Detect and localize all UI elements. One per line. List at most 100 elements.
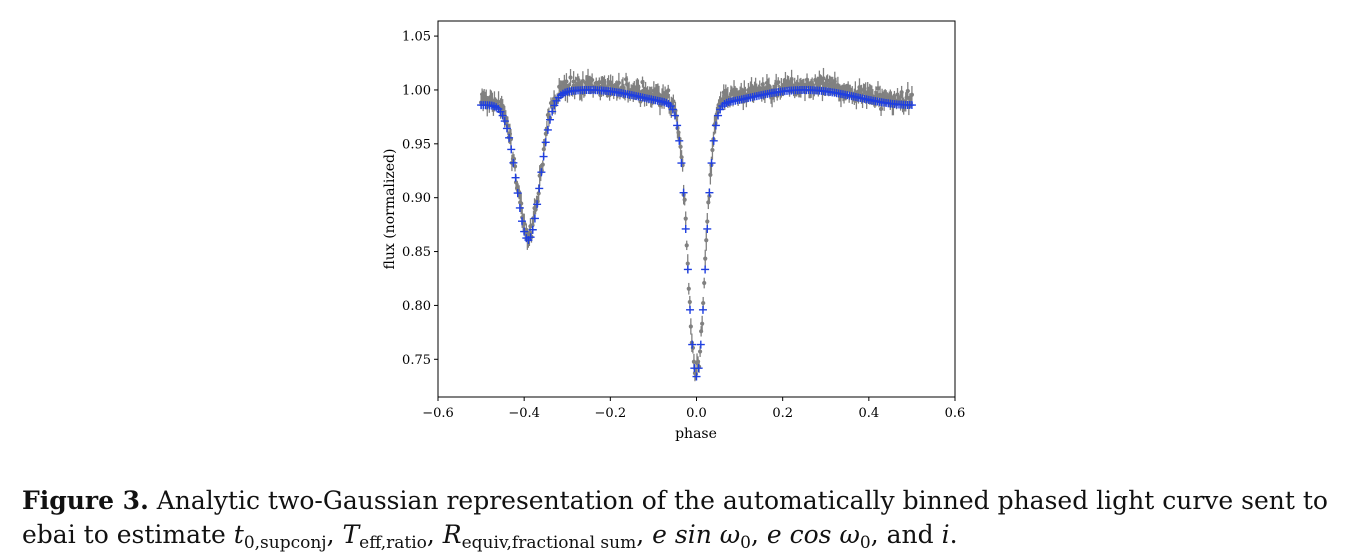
model-marker — [526, 233, 535, 242]
model-marker — [670, 111, 679, 120]
caption-requiv: Requiv,fractional sum — [442, 520, 637, 553]
observed-point — [825, 78, 830, 83]
observed-point — [697, 349, 703, 354]
caption-and: and — [886, 520, 934, 549]
x-tick-label: 0.2 — [772, 406, 793, 421]
model-marker — [686, 305, 695, 314]
observed-point — [690, 345, 696, 350]
model-marker — [515, 203, 524, 212]
observed-point — [533, 207, 538, 212]
model-marker — [694, 364, 703, 373]
observed-point — [686, 286, 691, 291]
model-marker — [907, 101, 916, 110]
model-marker — [530, 214, 539, 223]
model-marker — [528, 225, 537, 234]
observed-point — [795, 82, 800, 87]
observed-point — [564, 79, 569, 84]
model-marker — [518, 217, 527, 226]
y-tick-label: 0.85 — [402, 245, 431, 260]
observed-point — [776, 80, 781, 85]
observed-point — [682, 197, 687, 202]
observed-point — [683, 216, 688, 221]
model-marker — [668, 105, 677, 114]
observed-point — [688, 324, 693, 329]
caption-text: Analytic two-Gaussian representation of … — [22, 486, 1328, 549]
x-tick-label: 0.4 — [858, 406, 879, 421]
x-axis: −0.6 −0.4 −0.2 0.0 0.2 0.4 0.6 — [422, 397, 965, 421]
observed-point — [895, 92, 900, 97]
model-marker — [502, 124, 511, 133]
observed-point — [702, 280, 707, 286]
model-marker — [698, 305, 707, 314]
observed-point — [496, 99, 501, 104]
model-marker — [539, 152, 548, 161]
model-marker — [507, 145, 516, 154]
observed-point — [700, 321, 705, 326]
x-tick-label: −0.6 — [422, 406, 454, 421]
observed-point — [821, 76, 826, 81]
model-marker — [707, 159, 716, 168]
model-marker — [683, 265, 692, 274]
observed-point — [705, 219, 710, 224]
model-marker — [677, 159, 686, 168]
caption-esinw: e sin ω0 — [652, 520, 751, 553]
model-marker — [546, 115, 555, 124]
observed-point — [606, 79, 611, 85]
y-tick-label: 1.05 — [402, 30, 431, 45]
model-marker — [541, 138, 550, 147]
observed-point — [666, 88, 671, 93]
axes-frame — [437, 20, 956, 398]
caption-t0: t0,supconj — [233, 520, 327, 553]
y-tick-label: 1.00 — [402, 83, 431, 98]
model-marker — [533, 200, 542, 209]
model-marker — [703, 224, 712, 233]
observed-point — [679, 155, 684, 160]
observed-point — [590, 77, 595, 83]
observed-point — [708, 172, 713, 178]
observed-point — [568, 75, 573, 80]
observed-point — [571, 79, 576, 84]
model-marker — [543, 125, 552, 134]
y-tick-label: 0.90 — [402, 191, 431, 206]
model-curve-layer — [477, 85, 916, 381]
model-marker — [673, 121, 682, 130]
model-marker — [709, 136, 718, 145]
observed-point — [638, 99, 643, 104]
observed-point — [685, 261, 690, 266]
model-marker — [511, 173, 520, 182]
y-tick-label: 0.95 — [402, 137, 431, 152]
model-marker — [692, 372, 701, 381]
model-marker — [550, 101, 559, 110]
model-marker — [711, 121, 720, 130]
model-marker — [714, 111, 723, 120]
observed-point — [846, 84, 851, 89]
x-tick-label: 0.6 — [945, 406, 966, 421]
observed-point — [580, 78, 585, 84]
observed-point — [616, 80, 621, 85]
caption-ecosw: e cos ω0 — [766, 520, 871, 553]
y-tick-label: 0.80 — [402, 299, 431, 314]
observed-data-layer — [478, 67, 915, 382]
observed-point — [684, 243, 689, 248]
observed-point — [909, 92, 915, 97]
observed-point — [687, 299, 692, 305]
observed-point — [905, 88, 910, 94]
model-marker — [513, 189, 522, 198]
observed-point — [875, 86, 881, 91]
model-marker — [509, 158, 518, 167]
figure-caption: Figure 3. Analytic two-Gaussian represen… — [22, 486, 1328, 553]
observed-point — [704, 238, 709, 243]
observed-point — [541, 147, 546, 152]
observed-point — [678, 144, 683, 149]
model-marker — [537, 168, 546, 177]
caption-figure-label: Figure 3. — [22, 486, 149, 515]
observed-point — [757, 86, 762, 91]
x-tick-label: −0.2 — [595, 406, 627, 421]
y-axis: 0.75 0.80 0.85 0.90 0.95 1.00 1.05 — [402, 30, 438, 368]
model-marker — [688, 340, 697, 349]
y-axis-label: flux (normalized) — [382, 149, 398, 270]
model-marker — [696, 340, 705, 349]
model-marker — [505, 133, 514, 142]
caption-inclination: i — [941, 520, 950, 549]
observed-point — [878, 106, 884, 112]
